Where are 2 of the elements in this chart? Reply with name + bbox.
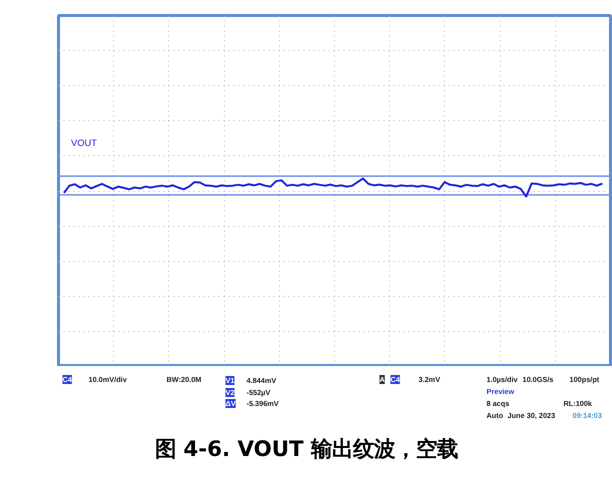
text: 图 4-6. VOUT 输出纹波，空载	[154, 437, 458, 462]
text: VOUT	[71, 138, 98, 148]
